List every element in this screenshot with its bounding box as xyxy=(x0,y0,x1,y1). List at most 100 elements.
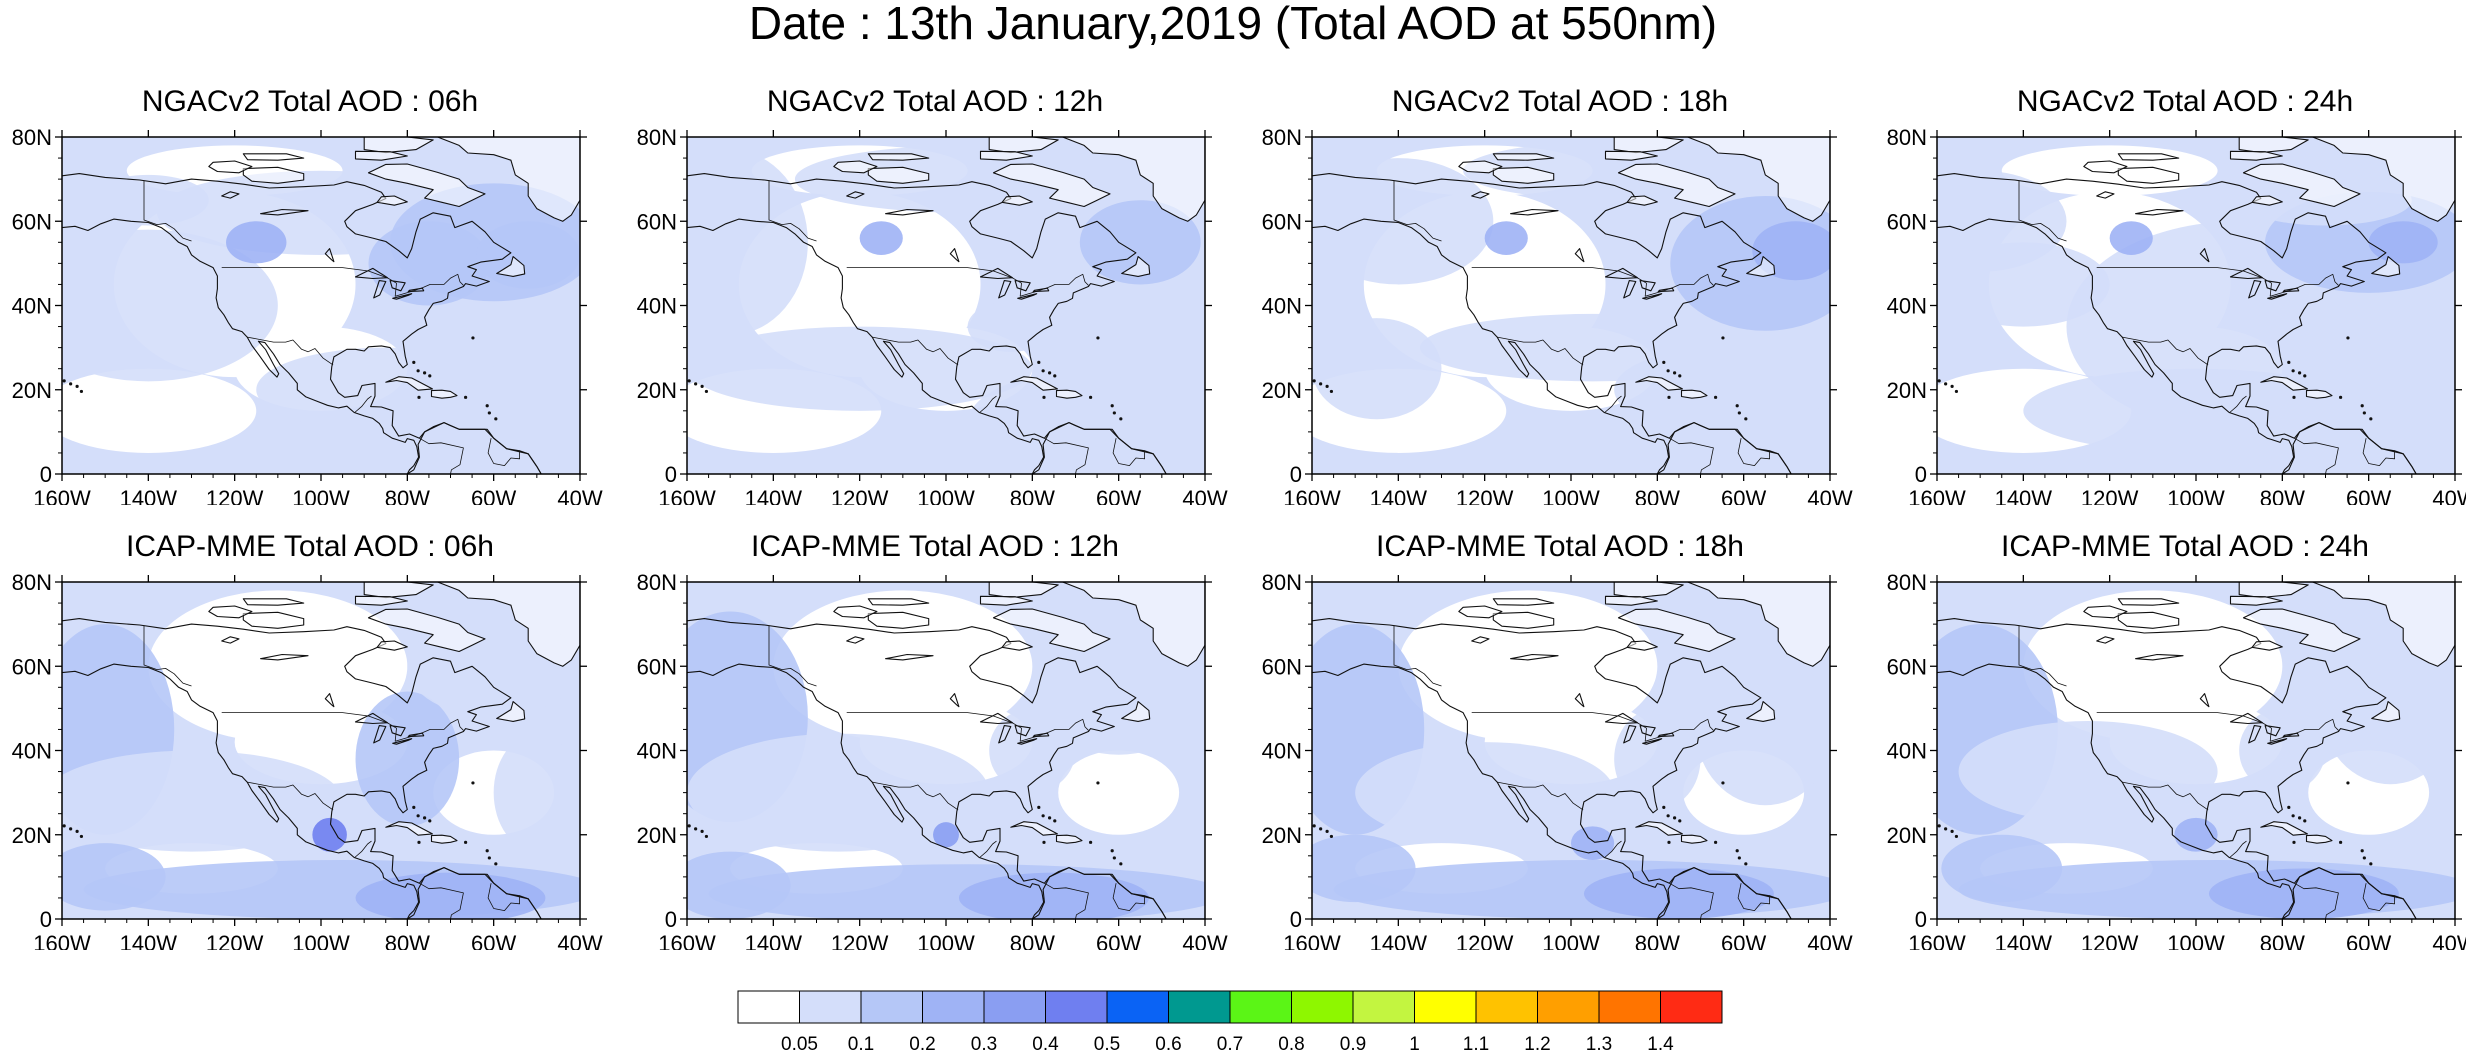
map-panel: ICAP-MME Total AOD : 12h 160W 140W 120W 100W… xyxy=(625,530,1245,950)
small-island xyxy=(1329,834,1334,839)
small-island xyxy=(1048,816,1052,820)
lake xyxy=(1574,248,1585,263)
island xyxy=(1492,611,1555,629)
border xyxy=(354,395,372,413)
island xyxy=(1680,389,1708,399)
coastline xyxy=(1312,173,1792,474)
island xyxy=(2305,389,2333,399)
island xyxy=(2251,195,2283,206)
border xyxy=(2018,180,2067,242)
small-island xyxy=(1735,404,1739,408)
aod-field xyxy=(1312,590,1830,919)
x-tick-label: 100W xyxy=(292,931,350,950)
border xyxy=(2229,395,2247,413)
x-tick-label: 120W xyxy=(1456,931,1514,950)
aod-region xyxy=(1312,158,1494,285)
x-tick-label: 40W xyxy=(557,931,602,950)
small-island xyxy=(704,389,709,394)
small-island xyxy=(485,404,489,408)
y-tick-label: 40N xyxy=(12,294,52,319)
map-panel: ICAP-MME Total AOD : 06h 160W 140W 120W 100W… xyxy=(0,530,620,950)
island xyxy=(1680,834,1708,844)
colorbar-label: 0.7 xyxy=(1217,1034,1243,1055)
island xyxy=(1055,389,1083,399)
aod-region xyxy=(687,149,808,335)
small-island xyxy=(1954,389,1959,394)
coastlines xyxy=(1312,137,1830,474)
border xyxy=(846,267,1089,297)
island xyxy=(242,166,305,184)
small-island xyxy=(69,827,73,831)
lake xyxy=(389,725,406,737)
x-tick-label: 160W xyxy=(33,486,91,505)
aod-region xyxy=(1355,742,1615,844)
aod-region xyxy=(1079,200,1201,285)
y-tick-label: 0 xyxy=(665,907,677,932)
y-tick-label: 0 xyxy=(40,907,52,932)
small-island xyxy=(1950,829,1954,833)
small-island xyxy=(79,389,84,394)
island xyxy=(376,640,408,651)
map-plot: 160W 140W 120W 100W 80W 60W 40W 0 20N 40N 60N 80N xyxy=(637,570,1228,950)
y-tick-label: 40N xyxy=(1262,739,1302,764)
colorbar: 0.05 0.1 0.2 0.3 0.4 0.5 0.6 0.7 0.8 0.9 1 1.1 1.2 1.… xyxy=(737,990,1723,1055)
small-island xyxy=(1737,411,1741,415)
x-tick-label: 40W xyxy=(557,486,602,505)
colorbar-swatch xyxy=(1229,990,1292,1024)
map-panel: ICAP-MME Total AOD : 18h 160W 140W 120W 100W… xyxy=(1250,530,1870,950)
island xyxy=(242,598,305,606)
lake xyxy=(1017,293,1038,300)
small-island xyxy=(1667,840,1671,844)
y-tick-label: 80N xyxy=(637,125,677,150)
coastline xyxy=(62,618,542,919)
coastline xyxy=(1312,218,1670,474)
x-tick-label: 120W xyxy=(2081,486,2139,505)
border xyxy=(487,883,520,912)
map-plot: 160W 140W 120W 100W 80W 60W 40W 0 20N 40N 60N 80N xyxy=(637,125,1228,505)
lake xyxy=(260,208,309,216)
x-tick-label: 160W xyxy=(1283,931,1341,950)
panel-title: NGACv2 Total AOD : 24h xyxy=(2016,85,2354,118)
y-tick-label: 40N xyxy=(1262,294,1302,319)
y-tick-label: 20N xyxy=(1887,378,1927,403)
island xyxy=(1062,137,1205,222)
coastlines xyxy=(687,582,1205,919)
y-tick-label: 80N xyxy=(637,570,677,595)
border xyxy=(979,395,997,413)
colorbar-swatch xyxy=(1168,990,1231,1024)
island xyxy=(1604,595,1658,606)
colorbar-label: 1.4 xyxy=(1647,1034,1674,1055)
island xyxy=(2260,376,2308,391)
small-island xyxy=(1678,819,1682,823)
small-island xyxy=(1048,371,1052,375)
y-tick-label: 40N xyxy=(1887,294,1927,319)
x-tick-label: 120W xyxy=(831,931,889,950)
island xyxy=(437,582,580,667)
coastlines xyxy=(1937,137,2455,474)
border xyxy=(768,180,817,242)
coastline xyxy=(1312,618,1792,919)
x-tick-label: 140W xyxy=(745,931,803,950)
small-island xyxy=(1714,395,1718,399)
y-tick-label: 20N xyxy=(637,378,677,403)
lake xyxy=(1014,280,1031,292)
colorbar-swatch xyxy=(1414,990,1477,1024)
border xyxy=(1669,437,1714,474)
island xyxy=(376,195,408,206)
small-island xyxy=(1662,805,1666,809)
island xyxy=(1055,834,1083,844)
colorbar-label: 0.1 xyxy=(848,1034,874,1055)
small-island xyxy=(487,411,491,415)
x-tick-label: 80W xyxy=(1010,486,1055,505)
coastline xyxy=(687,663,1045,919)
lake xyxy=(1017,738,1038,745)
small-island xyxy=(494,862,498,866)
colorbar-swatch xyxy=(1537,990,1600,1024)
x-tick-label: 160W xyxy=(1283,486,1341,505)
aod-region xyxy=(1614,347,1830,432)
small-island xyxy=(2291,814,2295,818)
small-island xyxy=(1937,824,1941,828)
small-island xyxy=(1662,360,1666,364)
lake xyxy=(846,191,865,199)
lake xyxy=(1510,208,1559,216)
